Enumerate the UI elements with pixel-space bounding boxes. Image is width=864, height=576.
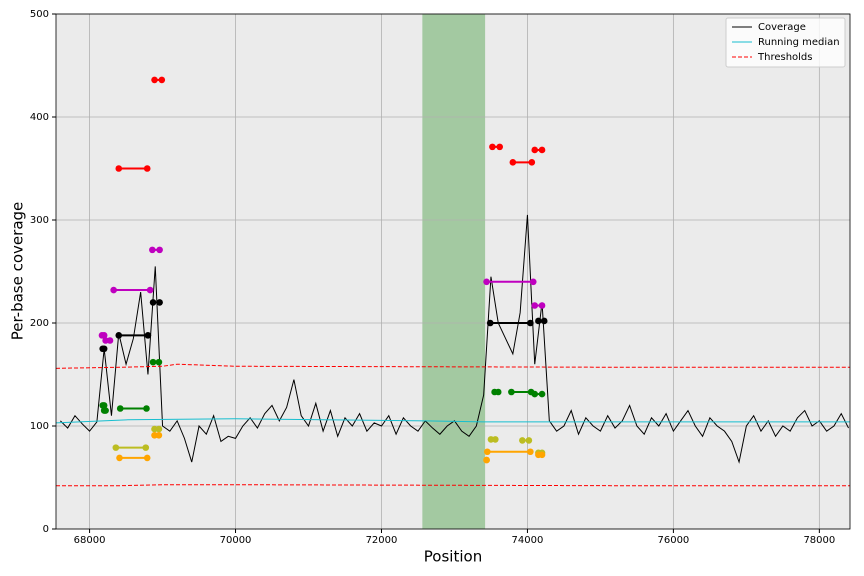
plot-frame [55,13,851,530]
segment-end [529,278,537,286]
x-tick-label: 78000 [803,535,835,546]
segment-end [489,143,496,151]
segment-end [156,246,163,254]
segment-end [110,286,117,294]
segment-end [115,165,123,172]
segment-end [115,332,123,339]
y-tick-label: 400 [30,112,49,123]
segment-end [519,437,526,444]
x-axis-label: Position [424,548,482,566]
segment-end [158,76,166,84]
segment-end [155,358,163,366]
series-line [56,484,850,487]
segment-end [528,159,536,166]
segment-end [143,454,151,462]
segment-end [483,456,490,464]
highlight-span [422,14,486,529]
x-tick-label: 70000 [220,535,252,546]
legend-label: Running median [758,37,840,48]
segment-end [116,454,123,462]
segment-end [483,278,490,286]
y-axis-label: Per-base coverage [9,202,27,341]
series-line [55,363,850,369]
segment-end [151,76,158,84]
segment-end [531,146,539,154]
segment-end [149,299,157,306]
y-tick-label: 0 [43,524,49,535]
segment-end [494,388,502,396]
segment-end [149,246,156,254]
y-tick-label: 200 [30,318,49,329]
segment-end [100,345,108,353]
segment-end [155,431,163,439]
segment-end [538,302,546,309]
segment-end [535,317,542,325]
segment-end [106,337,114,344]
segment-end [486,319,494,327]
segment-end [146,286,154,294]
segment-end [100,332,108,339]
segment-end [496,143,504,151]
series-line [55,418,850,424]
segment-end [144,332,152,339]
x-tick-label: 72000 [366,535,398,546]
segment-end [531,302,539,309]
segment-end [149,358,157,366]
segment-end [112,444,120,451]
y-tick-label: 500 [30,9,49,20]
segment-end [100,402,108,409]
series-line [60,214,849,464]
segment-end [143,405,150,412]
segment-end [483,448,491,456]
segment-end [102,407,109,414]
legend-label: Thresholds [757,52,813,63]
segment-end [527,319,534,327]
segment-end [540,317,548,325]
legend-box [725,17,846,68]
x-tick-label: 74000 [512,535,544,546]
segment-end [531,390,539,398]
segment-end [525,437,533,444]
segment-end [538,146,546,154]
segment-end [538,390,546,398]
segment-end [538,451,546,459]
segment-end [116,405,124,412]
legend-label: Coverage [758,22,806,33]
segment-end [509,159,517,166]
segment-end [155,425,163,433]
x-tick-label: 76000 [657,535,689,546]
segment-end [143,165,151,172]
segment-end [156,299,163,306]
y-tick-label: 300 [30,215,49,226]
y-tick-label: 100 [30,421,49,432]
x-tick-label: 68000 [74,535,106,546]
segment-end [492,436,499,443]
segment-end [142,444,150,451]
segment-end [508,388,515,396]
segment-end [527,448,534,456]
